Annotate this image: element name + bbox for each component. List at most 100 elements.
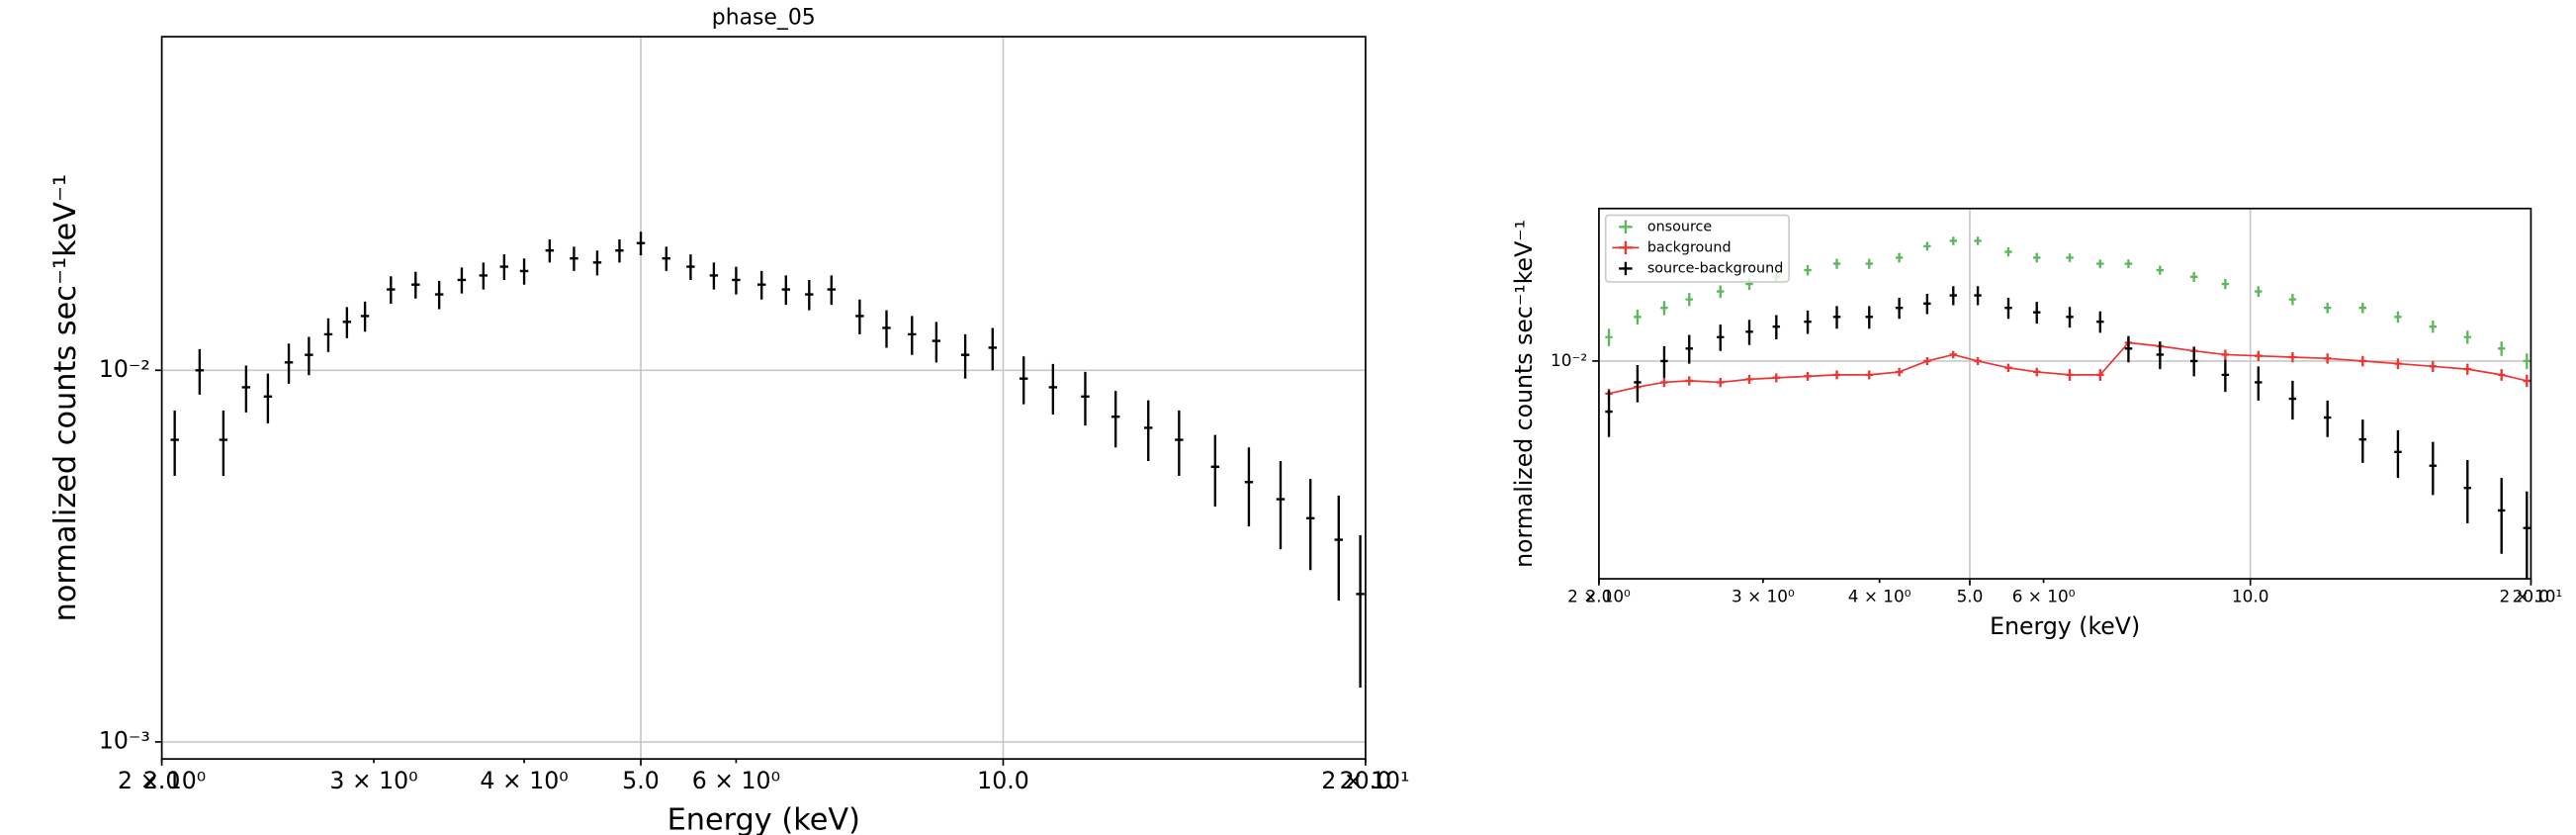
x-tick-label: 20.0 <box>2513 587 2550 606</box>
error-bar <box>662 246 671 271</box>
x-axis-label: Energy (keV) <box>1990 612 2140 640</box>
error-bar <box>1895 252 1904 263</box>
y-axis-label: normalized counts sec⁻¹keV⁻¹ <box>48 174 83 622</box>
error-bar <box>1804 310 1812 334</box>
error-bar <box>2394 358 2402 370</box>
error-bar <box>2497 341 2506 356</box>
error-bar <box>1745 374 1753 385</box>
y-tick-label: 10⁻² <box>99 355 150 383</box>
error-bar <box>2066 253 2074 262</box>
error-bar <box>1081 371 1090 426</box>
error-bar <box>2066 369 2074 381</box>
legend-label: source-background <box>1647 260 1783 276</box>
error-bar <box>2358 302 2367 314</box>
error-bar <box>2189 347 2198 377</box>
error-bar <box>2497 478 2506 554</box>
error-bar <box>686 254 695 280</box>
error-bar <box>1660 377 1668 388</box>
error-bar <box>2288 351 2297 363</box>
error-bar <box>2255 350 2263 361</box>
error-bar <box>2124 259 2133 269</box>
error-bar <box>1244 447 1254 527</box>
error-bar <box>284 343 294 384</box>
error-bar <box>2323 353 2332 364</box>
error-bar <box>882 310 891 348</box>
error-bar <box>1634 364 1642 403</box>
x-minor-tick-label: 3 × 10⁰ <box>1732 587 1795 606</box>
error-bar <box>932 322 941 363</box>
error-bar <box>2124 335 2133 363</box>
error-bar <box>709 262 719 290</box>
error-bar <box>1210 434 1220 507</box>
series-line <box>1608 341 2528 395</box>
error-bar <box>2255 366 2263 401</box>
error-bar <box>1745 320 1753 345</box>
error-bar <box>1634 309 1642 325</box>
error-bar <box>1865 258 1873 269</box>
x-tick-label: 2.0 <box>143 767 181 794</box>
error-bar <box>2358 355 2367 367</box>
error-bar <box>908 316 917 355</box>
error-bar <box>1685 334 1693 364</box>
error-bar <box>2156 341 2165 370</box>
error-bar <box>2523 374 2531 388</box>
error-bar <box>195 348 205 395</box>
error-bar <box>1923 293 1931 315</box>
error-bar <box>1804 371 1812 381</box>
series <box>170 232 1365 689</box>
error-bar <box>1717 325 1725 351</box>
error-bar <box>756 270 766 300</box>
error-bar <box>1832 258 1841 269</box>
x-axis-label: Energy (keV) <box>667 803 860 835</box>
error-bar <box>2221 349 2230 360</box>
error-bar <box>1895 367 1904 377</box>
error-bar <box>2096 259 2104 269</box>
error-bar <box>2429 321 2438 333</box>
legend-marker <box>1619 240 1633 255</box>
error-bar <box>360 301 370 332</box>
error-bar <box>781 275 791 306</box>
error-bar <box>387 276 396 305</box>
error-bar <box>434 280 444 310</box>
error-bar <box>1717 285 1725 298</box>
error-bar <box>2523 491 2531 580</box>
error-bar <box>1865 306 1873 329</box>
error-bar <box>2394 311 2402 324</box>
error-bar <box>519 258 529 285</box>
error-bar <box>342 307 352 338</box>
chart: 10⁻² 2.0 5.0 10.0 20.0 2 × 10⁰ 3 × 10⁰ 4 × 10⁰ 6… <box>1510 207 2562 640</box>
error-bar <box>636 232 646 255</box>
error-bar <box>1974 236 1982 245</box>
error-bar <box>1865 370 1873 380</box>
error-bar <box>1019 356 1028 405</box>
error-bar <box>1175 410 1184 476</box>
error-bar <box>960 333 970 379</box>
error-bar <box>615 238 624 263</box>
x-minor-tick-label: 2 × 10⁰ <box>118 767 206 794</box>
error-bar <box>1832 306 1841 329</box>
error-bar <box>263 373 273 423</box>
y-tick-label: 10⁻² <box>1551 350 1587 370</box>
error-bar <box>2096 369 2104 381</box>
x-tick-label: 5.0 <box>622 767 660 794</box>
error-bar <box>592 250 602 276</box>
chart-title: phase_05 <box>712 6 816 31</box>
error-bar <box>1660 301 1668 316</box>
error-bar <box>457 267 467 294</box>
error-bar <box>1685 293 1693 307</box>
error-bar <box>2004 297 2012 320</box>
error-bar <box>219 410 228 476</box>
error-bar <box>2288 380 2297 420</box>
error-bar <box>827 275 837 306</box>
legend-label: onsource <box>1647 219 1713 234</box>
error-bar <box>1923 241 1931 251</box>
error-bar <box>1804 264 1812 276</box>
axes-frame <box>160 36 1367 760</box>
chart: 10⁻² 10⁻³ 2.0 5.0 10.0 20.0 2 × 10⁰ 3 × 10⁰ 4 × … <box>48 6 1410 835</box>
error-bar <box>2004 363 2012 372</box>
error-bar <box>1356 534 1365 689</box>
error-bar <box>2463 363 2471 375</box>
error-bar <box>2004 246 2012 257</box>
error-bar <box>1832 370 1841 380</box>
error-bar <box>1895 297 1904 320</box>
